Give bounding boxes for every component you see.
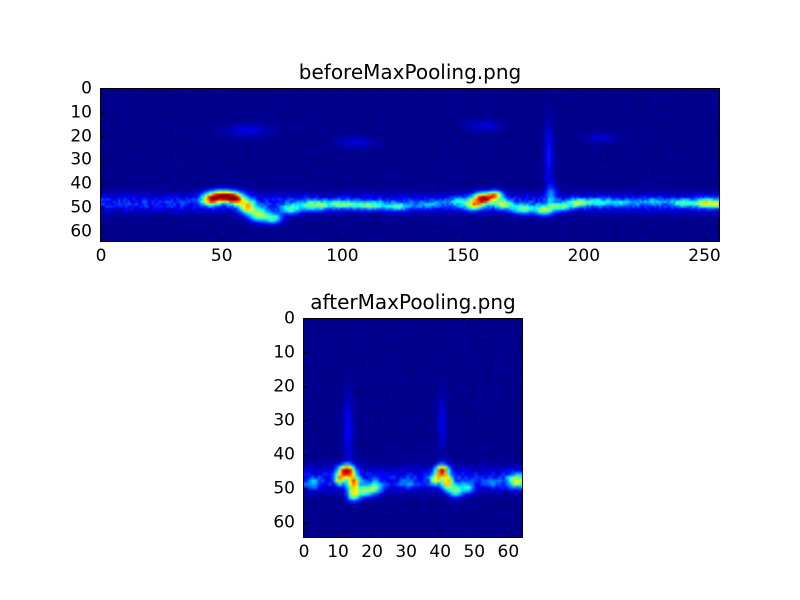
y-tick-mark: [304, 318, 308, 320]
y-tick-label: 40: [70, 173, 92, 194]
y-tick-mark: [304, 352, 308, 354]
x-tick-label: 0: [298, 542, 310, 562]
x-tick-mark: [337, 533, 339, 537]
chart-title-before: beforeMaxPooling.png: [298, 60, 522, 84]
y-tick-label: 10: [70, 102, 92, 123]
x-tick-label: 20: [361, 542, 383, 562]
x-tick-mark: [473, 533, 475, 537]
axes-after-maxpooling: afterMaxPooling.png 0 10 20 30 40 50 60 0 10 20 30…: [273, 290, 523, 561]
y-tick-mark: [101, 112, 105, 114]
x-tick-label: 50: [210, 246, 233, 266]
y-tick-label: 40: [273, 444, 295, 465]
x-tick-label: 10: [327, 542, 349, 562]
heatmap-image-after: [304, 319, 522, 537]
x-tick-mark: [221, 237, 223, 241]
y-tick-label: 0: [81, 78, 92, 99]
x-tick-mark: [371, 533, 373, 537]
y-tick-mark: [304, 488, 308, 490]
x-tick-mark: [405, 533, 407, 537]
x-tick-label: 40: [429, 542, 452, 562]
heatmap-image-before: [101, 89, 719, 241]
x-tick-mark: [341, 237, 343, 241]
x-tick-label: 30: [395, 542, 418, 562]
y-tick-mark: [304, 386, 308, 388]
y-tick-label: 20: [273, 376, 295, 397]
y-tick-mark: [101, 136, 105, 137]
x-tick-mark: [462, 237, 464, 241]
y-tick-mark: [304, 420, 308, 422]
x-tick-mark: [507, 533, 509, 537]
x-tick-mark: [583, 237, 585, 241]
y-tick-label: 50: [273, 478, 295, 499]
x-tick-label: 200: [567, 246, 601, 266]
axes-before-maxpooling: beforeMaxPooling.png 0 50 100 150 200 250 0 10 2…: [70, 60, 720, 265]
y-tick-label: 50: [70, 197, 92, 218]
x-tick-mark: [439, 533, 441, 537]
y-tick-mark: [101, 183, 105, 185]
y-tick-mark: [101, 159, 105, 161]
y-tick-mark: [101, 88, 105, 90]
y-tick-label: 30: [273, 410, 295, 431]
y-tick-label: 0: [284, 308, 295, 329]
y-tick-mark: [101, 231, 105, 232]
y-tick-mark: [304, 454, 308, 456]
x-tick-label: 150: [446, 246, 480, 266]
y-tick-label: 20: [70, 126, 92, 146]
y-tick-label: 60: [70, 221, 92, 241]
y-tick-mark: [304, 522, 308, 524]
x-tick-label: 250: [688, 246, 721, 266]
x-tick-label: 0: [95, 246, 107, 266]
x-tick-mark: [100, 237, 102, 241]
y-tick-mark: [101, 207, 105, 209]
x-tick-label: 60: [497, 542, 520, 562]
x-tick-mark: [704, 237, 706, 241]
y-tick-label: 10: [273, 342, 295, 363]
x-tick-label: 50: [463, 542, 486, 562]
x-tick-mark: [303, 533, 305, 537]
chart-title-after: afterMaxPooling.png: [310, 290, 516, 314]
x-tick-label: 100: [326, 246, 359, 266]
y-tick-label: 60: [273, 512, 295, 533]
y-tick-label: 30: [70, 149, 92, 170]
